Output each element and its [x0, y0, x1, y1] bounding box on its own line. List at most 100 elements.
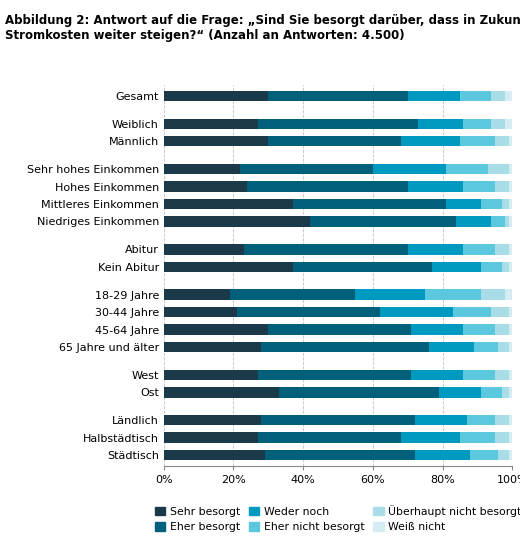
Bar [509, 415, 512, 425]
Bar [230, 289, 356, 300]
Bar [446, 164, 488, 174]
Bar [310, 216, 457, 226]
Bar [164, 387, 279, 398]
Bar [509, 370, 512, 380]
Bar [491, 216, 505, 226]
Bar [481, 199, 502, 209]
Bar [495, 325, 509, 335]
Bar [356, 289, 425, 300]
Bar [414, 415, 467, 425]
Bar [164, 199, 293, 209]
Bar [164, 216, 310, 226]
Bar [279, 387, 439, 398]
Bar [495, 433, 509, 443]
Bar [164, 289, 230, 300]
Bar [164, 307, 237, 317]
Bar [164, 262, 293, 272]
Bar [509, 199, 512, 209]
Bar [471, 450, 498, 461]
Bar [164, 164, 240, 174]
Bar [509, 136, 512, 147]
Bar [491, 90, 505, 101]
Bar [164, 370, 258, 380]
Bar [401, 136, 460, 147]
Bar [505, 118, 512, 129]
Bar [509, 325, 512, 335]
Text: Abbildung 2: Antwort auf die Frage: „Sind Sie besorgt darüber, dass in Zukunft d: Abbildung 2: Antwort auf die Frage: „Sin… [5, 14, 520, 42]
Legend: Sehr besorgt, Eher besorgt, Weder noch, Eher nicht besorgt, Überhaupt nicht beso: Sehr besorgt, Eher besorgt, Weder noch, … [151, 501, 520, 536]
Bar [509, 244, 512, 255]
Bar [248, 181, 408, 192]
Bar [453, 307, 491, 317]
Bar [293, 262, 432, 272]
Bar [491, 118, 505, 129]
Bar [293, 199, 446, 209]
Bar [244, 244, 408, 255]
Bar [495, 370, 509, 380]
Bar [164, 342, 262, 352]
Bar [414, 450, 471, 461]
Bar [408, 90, 460, 101]
Bar [373, 164, 446, 174]
Bar [495, 181, 509, 192]
Bar [488, 164, 509, 174]
Bar [418, 118, 463, 129]
Bar [509, 433, 512, 443]
Bar [265, 450, 414, 461]
Bar [502, 262, 509, 272]
Bar [411, 325, 463, 335]
Bar [164, 450, 265, 461]
Bar [237, 307, 380, 317]
Bar [495, 415, 509, 425]
Bar [463, 181, 495, 192]
Bar [460, 433, 495, 443]
Bar [463, 118, 491, 129]
Bar [460, 136, 495, 147]
Bar [268, 325, 411, 335]
Bar [262, 415, 414, 425]
Bar [474, 342, 498, 352]
Bar [446, 199, 481, 209]
Bar [268, 90, 408, 101]
Bar [408, 244, 463, 255]
Bar [502, 199, 509, 209]
Bar [498, 450, 509, 461]
Bar [258, 370, 411, 380]
Bar [428, 342, 474, 352]
Bar [258, 433, 401, 443]
Bar [509, 216, 512, 226]
Bar [164, 90, 268, 101]
Bar [509, 307, 512, 317]
Bar [505, 289, 512, 300]
Bar [509, 387, 512, 398]
Bar [401, 433, 460, 443]
Bar [164, 415, 262, 425]
Bar [164, 136, 268, 147]
Bar [467, 415, 495, 425]
Bar [262, 342, 428, 352]
Bar [460, 90, 491, 101]
Bar [463, 325, 495, 335]
Bar [495, 244, 509, 255]
Bar [164, 181, 248, 192]
Bar [509, 181, 512, 192]
Bar [457, 216, 491, 226]
Bar [509, 450, 512, 461]
Bar [164, 325, 268, 335]
Bar [481, 387, 502, 398]
Bar [509, 164, 512, 174]
Bar [408, 181, 463, 192]
Bar [463, 370, 495, 380]
Bar [502, 387, 509, 398]
Bar [439, 387, 481, 398]
Bar [268, 136, 401, 147]
Bar [495, 136, 509, 147]
Bar [164, 118, 258, 129]
Bar [164, 244, 244, 255]
Bar [509, 342, 512, 352]
Bar [509, 262, 512, 272]
Bar [164, 433, 258, 443]
Bar [481, 289, 505, 300]
Bar [240, 164, 373, 174]
Bar [432, 262, 481, 272]
